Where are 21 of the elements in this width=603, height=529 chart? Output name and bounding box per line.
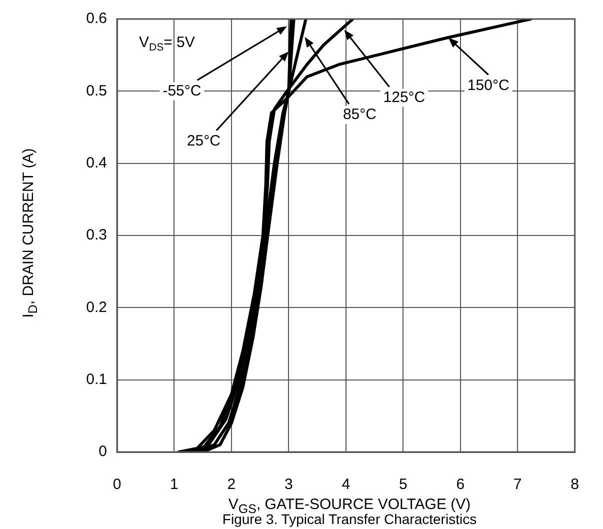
x-tick-label: 8 xyxy=(570,476,579,494)
y-tick-label: 0.5 xyxy=(86,82,107,100)
x-tick-label: 4 xyxy=(342,476,350,494)
x-tick-label: 5 xyxy=(398,476,408,494)
annotation: 150°C xyxy=(467,76,510,94)
y-tick-label: 0.1 xyxy=(86,370,107,388)
y-tick-label: 0.2 xyxy=(86,298,107,316)
x-tick-label: 3 xyxy=(284,476,293,494)
x-tick-label: 1 xyxy=(170,476,178,494)
y-tick-label: 0.4 xyxy=(86,154,107,172)
x-tick-label: 6 xyxy=(456,476,465,494)
x-tick-label: 7 xyxy=(513,476,522,494)
y-tick-label: 0.3 xyxy=(86,226,107,244)
annotation: 125°C xyxy=(383,88,426,106)
annotation: 25°C xyxy=(186,132,221,150)
annotation: -55°C xyxy=(162,82,202,100)
y-tick-label: 0 xyxy=(98,443,107,460)
x-tick-label: 2 xyxy=(227,476,236,494)
x-tick-label: 0 xyxy=(112,476,122,494)
y-tick-label: 0.6 xyxy=(86,10,107,28)
annotation: 85°C xyxy=(342,106,377,124)
